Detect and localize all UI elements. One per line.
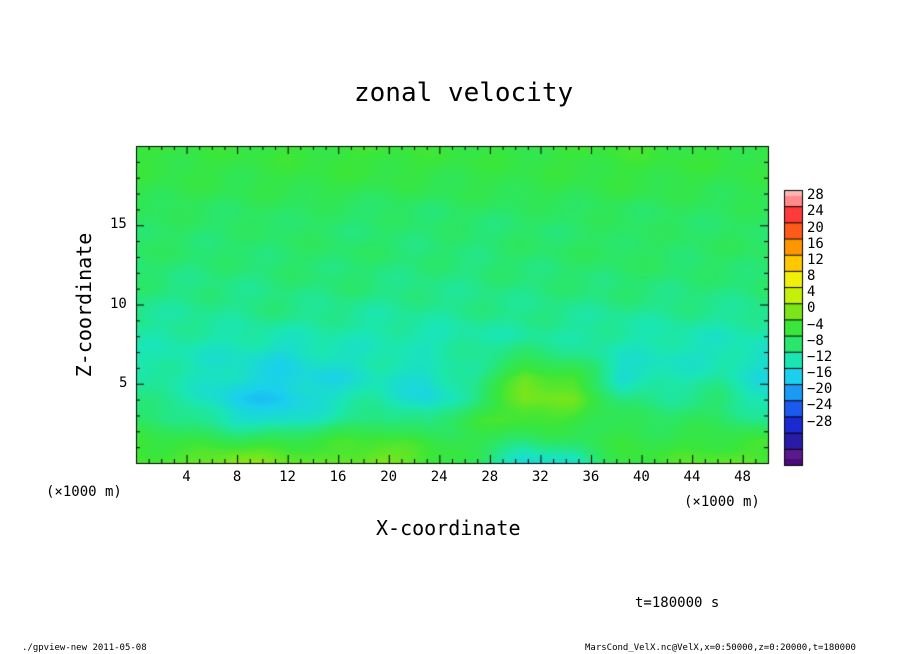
colorbar-tick-label: −28 (807, 413, 833, 430)
x-tick-label: 16 (329, 469, 347, 485)
colorbar-tick-label: −16 (807, 365, 833, 382)
x-tick-label: 44 (683, 469, 701, 485)
x-tick-label: 20 (380, 469, 398, 485)
time-label: t=180000 s (635, 595, 720, 611)
footer-right: MarsCond_VelX.nc@VelX,x=0:50000,z=0:2000… (585, 643, 856, 653)
colorbar-tick-label: 24 (807, 203, 824, 220)
x-tick-label: 28 (481, 469, 499, 485)
colorbar-tick-label: −12 (807, 348, 833, 365)
colorbar-tick-label: 28 (807, 187, 824, 204)
y-tick-label: 5 (119, 374, 128, 391)
y-tick-label: 10 (110, 295, 127, 312)
x-unit-right: (×1000 m) (684, 494, 760, 510)
x-tick-label: 24 (430, 469, 448, 485)
colorbar-tick-label: −8 (807, 332, 824, 349)
footer-left: ./gpview-new 2011-05-08 (22, 643, 147, 653)
x-tick-label: 40 (633, 469, 650, 485)
y-tick-label: 15 (110, 216, 127, 233)
colorbar-tick-label: 4 (807, 284, 816, 301)
colorbar-tick-label: −4 (807, 316, 824, 333)
x-tick-label: 12 (279, 469, 296, 485)
colorbar-tick-label: 8 (807, 268, 816, 285)
colorbar-tick-label: 0 (807, 300, 816, 317)
colorbar-tick-label: −20 (807, 381, 833, 398)
x-axis-label: X-coordinate (376, 516, 521, 540)
x-tick-label: 36 (582, 469, 600, 485)
chart-title: zonal velocity (354, 78, 574, 108)
colorbar-tick-label: 20 (807, 219, 824, 236)
x-unit-left: (×1000 m) (46, 484, 122, 500)
x-tick-label: 4 (182, 469, 191, 485)
colorbar-tick-label: 16 (807, 235, 824, 252)
colorbar-tick-label: −24 (807, 397, 833, 414)
x-tick-label: 32 (531, 469, 549, 485)
colorbar-tick-label: 12 (807, 251, 824, 268)
x-tick-label: 8 (232, 469, 242, 485)
y-axis-label: Z-coordinate (72, 232, 96, 378)
x-tick-label: 48 (734, 469, 751, 485)
